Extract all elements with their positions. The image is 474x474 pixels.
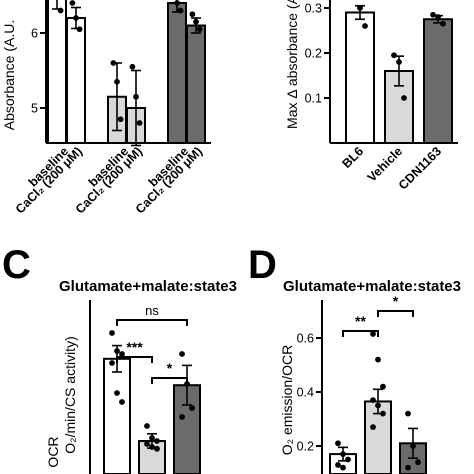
panel-letter-c: C [2,243,31,287]
data-point [73,15,79,21]
data-point [401,95,407,101]
data-point [119,399,125,405]
data-point [149,435,155,441]
significance-label: ** [355,313,366,329]
y-axis-label-a: Absorbance (A.U. [1,20,17,131]
y-tick-label: 0.4 [297,386,314,400]
data-point [69,0,76,6]
data-point [405,410,411,417]
chart-panel-3 [316,300,427,474]
significance-bracket [151,377,188,384]
y-axis-label-c-line1: OCR [45,436,61,467]
data-point [375,402,381,409]
chart-panel-1 [324,0,458,144]
data-point [375,356,381,363]
y-axis-label-c-line2: O₂/min/CS activity) [62,336,78,453]
y-tick-label: 0.1 [305,92,322,106]
data-point [57,7,64,14]
data-point [335,440,341,447]
y-tick-label: 6 [31,27,38,41]
data-point [114,78,120,85]
data-point [179,414,185,420]
x-category-label: CDN1163 [396,144,444,192]
data-point [430,11,436,18]
significance-label: *** [126,339,143,355]
data-point [340,464,346,471]
data-point [154,445,160,452]
bar [186,24,206,144]
y-tick-label: 0.2 [297,440,314,454]
y-axis-label-d: O₂ emission/OCR [279,345,295,455]
data-point [370,331,376,337]
data-point [117,116,124,123]
data-point [370,397,376,403]
data-point [196,26,203,33]
data-point [410,443,416,449]
panel-letter-d: D [248,243,277,287]
chart-title-c: Glutamate+malate:state3 [59,278,237,295]
y-tick-label: 0.3 [305,2,322,16]
significance-label: ns [145,303,159,318]
bar [345,11,375,144]
data-point [340,451,346,457]
chart-panel-0 [40,0,211,147]
data-point [405,464,411,471]
data-point [362,23,368,29]
y-tick-label: 0.2 [305,47,322,61]
data-point [345,456,351,463]
data-point [144,441,150,447]
data-point [109,360,115,366]
data-point [109,330,115,336]
chart-title-d: Glutamate+malate:state3 [283,278,461,295]
data-point [76,26,83,33]
data-point [114,348,120,354]
data-point [110,60,117,66]
data-point [435,14,441,20]
data-point [179,351,185,357]
y-tick-label: 5 [31,102,38,116]
significance-bracket [342,330,379,337]
bar [47,0,67,144]
x-category-label: BL6 [340,144,367,171]
data-point [415,459,421,466]
data-point [335,462,341,468]
data-point [189,405,195,411]
data-point [114,390,120,396]
data-point [119,351,125,357]
data-point [177,7,184,14]
data-point [154,438,160,444]
data-point [357,5,363,11]
data-point [189,11,196,18]
significance-label: * [167,360,173,376]
data-point [133,93,139,100]
significance-bracket [377,310,414,317]
bar [167,2,187,144]
significance-bracket [116,356,153,363]
data-point [440,20,446,27]
data-point [193,18,199,25]
significance-label: * [393,293,399,309]
bar [138,440,166,474]
y-tick-label: 0.6 [297,332,314,346]
bar [103,357,131,474]
data-point [396,59,402,65]
data-point [370,424,376,430]
data-point [174,0,180,6]
data-point [380,383,386,390]
data-point [391,52,397,59]
data-point [136,120,143,126]
chart-panel-2 [89,300,201,474]
data-point [144,423,150,429]
data-point [129,63,136,70]
data-point [380,410,386,417]
y-axis-label-b: Max Δ absorbance (A [284,0,300,129]
bar [66,17,86,144]
data-point [149,444,155,450]
bar [384,70,414,144]
bar [423,18,453,144]
significance-bracket [116,319,188,326]
